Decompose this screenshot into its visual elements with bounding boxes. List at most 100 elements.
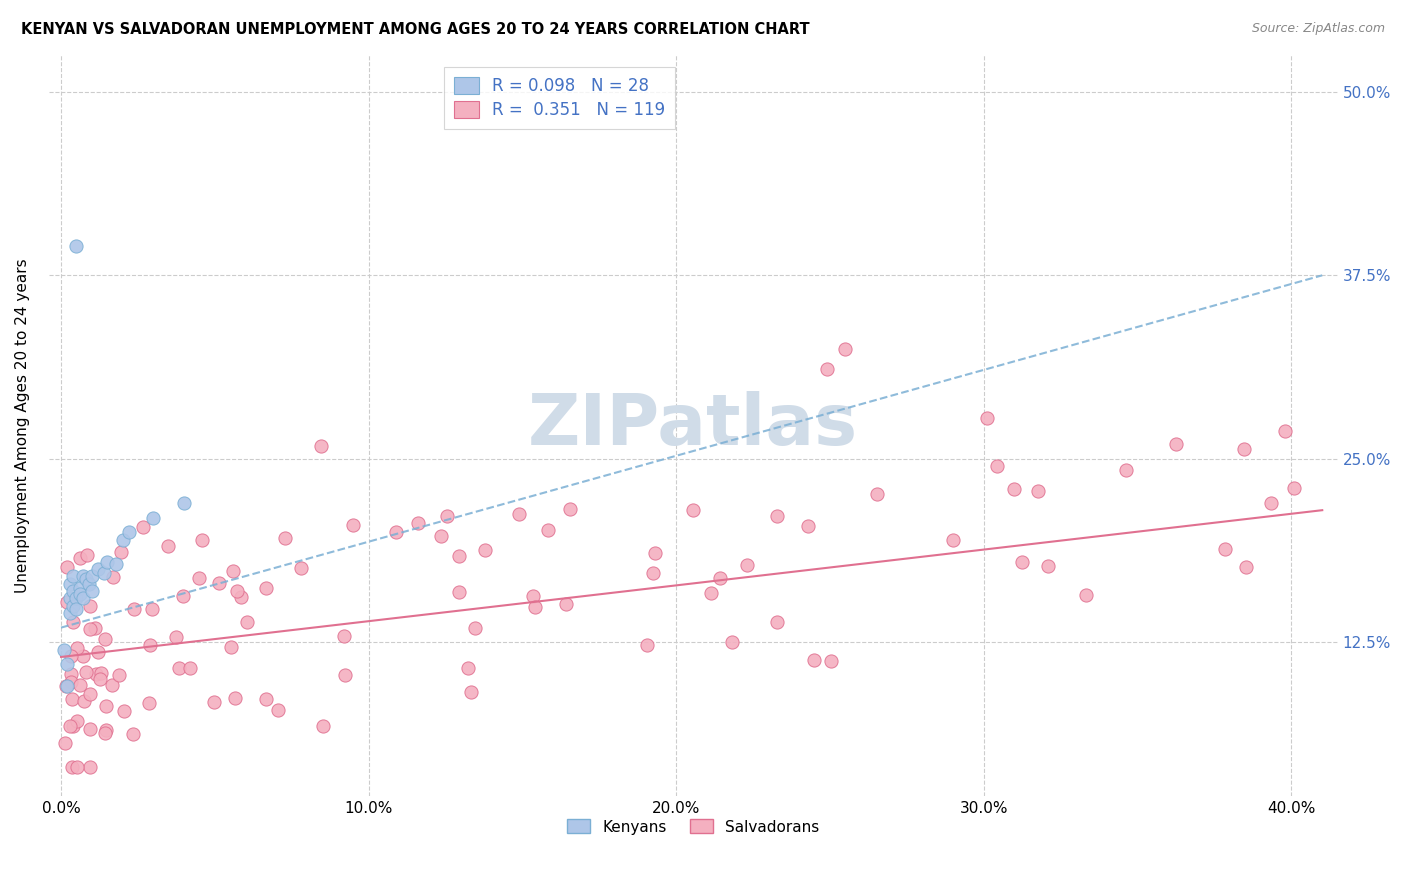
Point [709,571,731,585]
Point [815,362,838,376]
Point [173,496,195,510]
Point [191,533,214,548]
Point [103,570,125,584]
Point [333,629,356,643]
Point [72,569,94,583]
Point [290,560,312,574]
Point [79,599,101,613]
Point [96,555,118,569]
Point [834,342,856,356]
Point [138,696,160,710]
Point [796,519,818,533]
Text: KENYAN VS SALVADORAN UNEMPLOYMENT AMONG AGES 20 TO 24 YEARS CORRELATION CHART: KENYAN VS SALVADORAN UNEMPLOYMENT AMONG … [21,22,810,37]
Point [449,584,471,599]
Point [449,549,471,563]
Point [56,679,79,693]
Point [62,599,84,613]
Point [1026,484,1049,499]
Point [1274,425,1296,439]
Point [1213,541,1236,556]
Point [62,615,84,629]
Point [309,439,332,453]
Point [79,722,101,736]
Point [312,719,335,733]
Point [406,516,429,531]
Point [254,581,277,595]
Point [644,546,666,560]
Point [231,590,253,604]
Point [112,704,135,718]
Point [79,623,101,637]
Point [62,569,84,583]
Point [333,667,356,681]
Point [735,558,758,573]
Point [560,501,582,516]
Point [93,566,115,581]
Y-axis label: Unemployment Among Ages 20 to 24 years: Unemployment Among Ages 20 to 24 years [15,259,30,593]
Point [866,487,889,501]
Point [108,668,131,682]
Point [430,529,453,543]
Point [59,591,82,606]
Point [94,632,117,647]
Point [1036,559,1059,574]
Point [942,533,965,547]
Point [976,410,998,425]
Point [80,583,103,598]
Point [66,760,89,774]
Point [1164,437,1187,451]
Point [59,606,82,620]
Point [273,531,295,545]
Point [84,667,107,681]
Point [385,524,408,539]
Point [165,630,187,644]
Point [60,692,83,706]
Point [236,615,259,629]
Point [1233,442,1256,456]
Point [76,548,98,562]
Point [56,595,79,609]
Point [55,559,77,574]
Point [69,581,91,595]
Point [59,674,82,689]
Point [79,687,101,701]
Point [105,558,128,572]
Point [60,649,83,664]
Point [132,519,155,533]
Point [636,639,658,653]
Point [124,601,146,615]
Point [118,525,141,540]
Point [87,645,110,659]
Point [522,589,544,603]
Point [474,543,496,558]
Point [436,508,458,523]
Point [179,661,201,675]
Point [94,725,117,739]
Point [1002,482,1025,496]
Point [222,564,245,578]
Point [65,591,87,606]
Point [87,562,110,576]
Point [208,575,231,590]
Point [157,539,180,553]
Point [460,685,482,699]
Point [986,458,1008,473]
Point [59,719,82,733]
Point [73,693,96,707]
Point [142,510,165,524]
Point [110,545,132,559]
Point [55,679,77,693]
Point [53,642,76,657]
Point [72,591,94,606]
Point [111,533,134,547]
Point [62,719,84,733]
Point [94,723,117,738]
Point [224,690,246,705]
Point [766,615,789,630]
Point [56,657,79,672]
Point [59,576,82,591]
Point [79,760,101,774]
Point [101,678,124,692]
Point [59,666,82,681]
Point [267,703,290,717]
